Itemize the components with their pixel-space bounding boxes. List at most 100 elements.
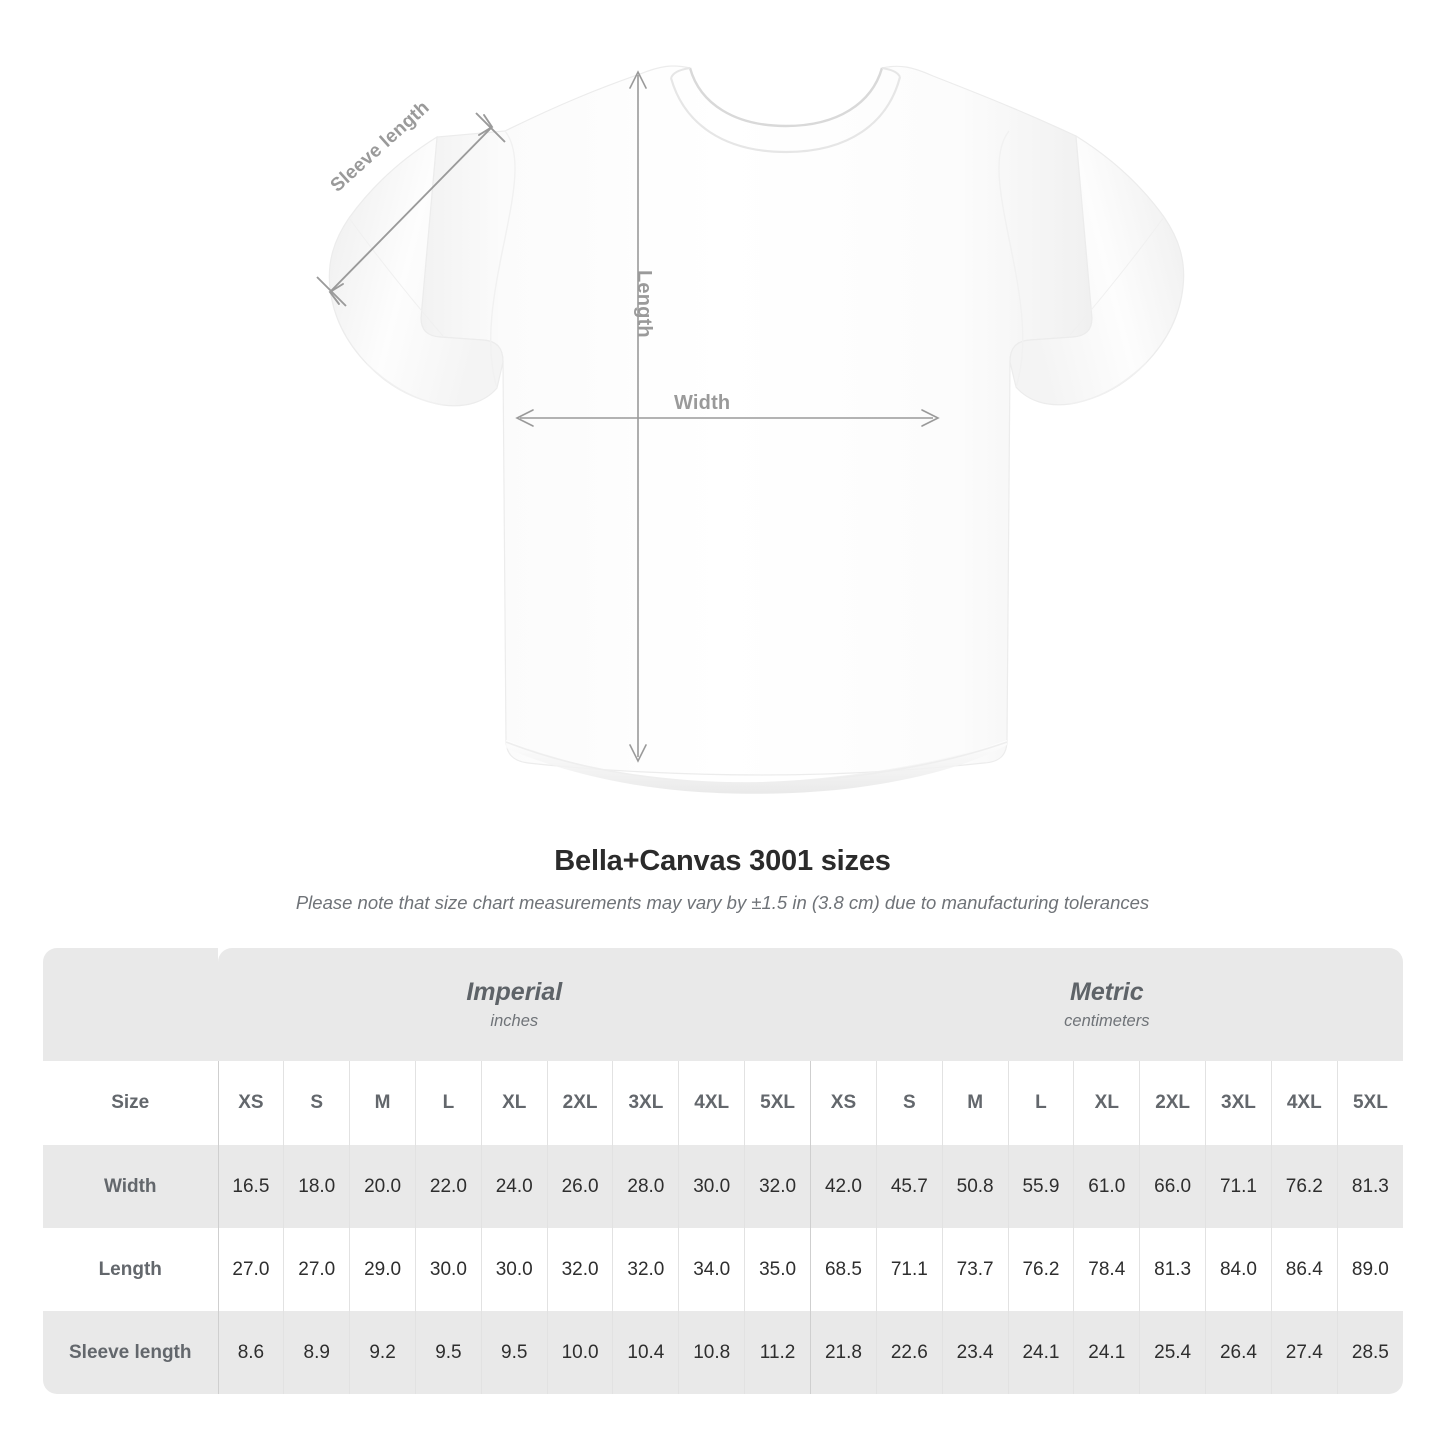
table-row: Width 16.5 18.0 20.0 22.0 24.0 26.0 28.0… [43, 1145, 1404, 1228]
length-imperial-4xl: 34.0 [678, 1228, 745, 1311]
tolerance-note: Please note that size chart measurements… [295, 892, 1150, 913]
size-header-metric-m: M [941, 1061, 1009, 1145]
sleeve-imperial-5xl: 11.2 [744, 1311, 811, 1394]
width-metric-xs: 42.0 [810, 1145, 877, 1228]
length-metric-2xl: 81.3 [1139, 1228, 1206, 1311]
width-imperial-4xl: 30.0 [678, 1145, 745, 1228]
length-imperial-m: 29.0 [349, 1228, 416, 1311]
size-header-imperial-2xl: 2XL [546, 1061, 613, 1145]
measure-label-sleeve-length: Sleeve length [43, 1311, 218, 1394]
unit-group-metric-unit: centimeters [1064, 1012, 1150, 1031]
sleeve-imperial-l: 9.5 [414, 1311, 482, 1394]
size-header-imperial-l: L [414, 1061, 482, 1145]
sleeve-metric-xs: 21.8 [810, 1311, 877, 1394]
size-header-metric-2xl: 2XL [1139, 1061, 1206, 1145]
measure-label-width: Width [43, 1145, 218, 1228]
width-metric-xl: 61.0 [1073, 1145, 1140, 1228]
size-header-metric-xs: XS [810, 1061, 877, 1145]
length-metric-5xl: 89.0 [1336, 1228, 1404, 1311]
sleeve-imperial-xl: 9.5 [480, 1311, 548, 1394]
tshirt-hem [505, 740, 1008, 794]
size-header-imperial-xl: XL [480, 1061, 548, 1145]
length-imperial-5xl: 35.0 [744, 1228, 811, 1311]
width-metric-4xl: 76.2 [1270, 1145, 1338, 1228]
width-imperial-3xl: 28.0 [612, 1145, 679, 1228]
tshirt-cuffs [366, 362, 1147, 406]
length-imperial-3xl: 32.0 [612, 1228, 679, 1311]
size-header-row: Size XS S M L XL 2XL 3XL 4XL 5XL XS S M … [43, 1061, 1404, 1145]
width-imperial-xl: 24.0 [480, 1145, 548, 1228]
length-metric-3xl: 84.0 [1205, 1228, 1272, 1311]
unit-header-spacer [43, 948, 218, 1061]
unit-group-metric-name: Metric [1070, 977, 1144, 1006]
width-metric-2xl: 66.0 [1139, 1145, 1206, 1228]
length-imperial-2xl: 32.0 [546, 1228, 613, 1311]
size-header-metric-l: L [1007, 1061, 1074, 1145]
unit-group-imperial-unit: inches [490, 1012, 539, 1031]
page-title: Bella+Canvas 3001 sizes [554, 845, 891, 877]
size-header-imperial-m: M [349, 1061, 416, 1145]
size-header-metric-5xl: 5XL [1336, 1061, 1404, 1145]
sleeve-metric-5xl: 28.5 [1336, 1311, 1404, 1394]
size-table-container: Imperial inches Metric centimeters Size … [43, 948, 1404, 1394]
chart-heading: Bella+Canvas 3001 sizes Please note that… [0, 845, 1445, 914]
sleeve-metric-3xl: 26.4 [1205, 1311, 1272, 1394]
width-metric-m: 50.8 [941, 1145, 1009, 1228]
sleeve-metric-xl: 24.1 [1073, 1311, 1140, 1394]
width-imperial-5xl: 32.0 [744, 1145, 811, 1228]
sleeve-metric-s: 22.6 [875, 1311, 943, 1394]
unit-group-imperial-name: Imperial [466, 977, 563, 1006]
unit-group-header-row: Imperial inches Metric centimeters [43, 948, 1404, 1061]
width-metric-s: 45.7 [875, 1145, 943, 1228]
length-metric-4xl: 86.4 [1270, 1228, 1338, 1311]
tshirt-diagram: Sleeve length Length Width [316, 65, 1185, 794]
width-annotation-label: Width [674, 392, 731, 414]
length-metric-m: 73.7 [941, 1228, 1009, 1311]
tshirt-collar [669, 67, 902, 154]
size-header-metric-s: S [875, 1061, 943, 1145]
width-metric-l: 55.9 [1007, 1145, 1074, 1228]
size-header-imperial-s: S [283, 1061, 350, 1145]
size-header-imperial-xs: XS [217, 1061, 284, 1145]
length-metric-l: 76.2 [1007, 1228, 1074, 1311]
sleeve-imperial-s: 8.9 [283, 1311, 350, 1394]
size-header-imperial-4xl: 4XL [678, 1061, 745, 1145]
length-metric-xs: 68.5 [810, 1228, 877, 1311]
sleeve-metric-4xl: 27.4 [1270, 1311, 1338, 1394]
width-imperial-m: 20.0 [349, 1145, 416, 1228]
width-metric-5xl: 81.3 [1336, 1145, 1404, 1228]
width-imperial-l: 22.0 [414, 1145, 482, 1228]
width-imperial-xs: 16.5 [217, 1145, 284, 1228]
width-imperial-s: 18.0 [283, 1145, 350, 1228]
size-header-metric-xl: XL [1073, 1061, 1140, 1145]
length-imperial-xl: 30.0 [480, 1228, 548, 1311]
sleeve-imperial-xs: 8.6 [217, 1311, 284, 1394]
sleeve-metric-m: 23.4 [941, 1311, 1009, 1394]
sleeve-imperial-m: 9.2 [349, 1311, 416, 1394]
measure-label-length: Length [43, 1228, 218, 1311]
width-imperial-2xl: 26.0 [546, 1145, 613, 1228]
length-imperial-l: 30.0 [414, 1228, 482, 1311]
length-metric-xl: 78.4 [1073, 1228, 1140, 1311]
sleeve-imperial-2xl: 10.0 [546, 1311, 613, 1394]
sleeve-imperial-3xl: 10.4 [612, 1311, 679, 1394]
measure-length-arrow [629, 70, 647, 763]
unit-group-imperial: Imperial inches [218, 948, 811, 1061]
size-header-imperial-5xl: 5XL [744, 1061, 811, 1145]
unit-group-metric: Metric centimeters [810, 948, 1404, 1061]
measure-width-arrow [515, 409, 940, 427]
sleeve-imperial-4xl: 10.8 [678, 1311, 745, 1394]
table-row: Sleeve length 8.6 8.9 9.2 9.5 9.5 10.0 1… [43, 1311, 1404, 1394]
size-header-metric-4xl: 4XL [1270, 1061, 1338, 1145]
measure-sleeve-length-arrow [316, 112, 506, 307]
size-header-imperial-3xl: 3XL [612, 1061, 679, 1145]
length-imperial-s: 27.0 [283, 1228, 350, 1311]
sleeve-metric-l: 24.1 [1007, 1311, 1074, 1394]
size-table: Imperial inches Metric centimeters Size … [43, 948, 1404, 1394]
length-annotation-label: Length [633, 270, 655, 338]
sleeve-metric-2xl: 25.4 [1139, 1311, 1206, 1394]
size-header-metric-3xl: 3XL [1205, 1061, 1272, 1145]
length-metric-s: 71.1 [875, 1228, 943, 1311]
length-imperial-xs: 27.0 [217, 1228, 284, 1311]
